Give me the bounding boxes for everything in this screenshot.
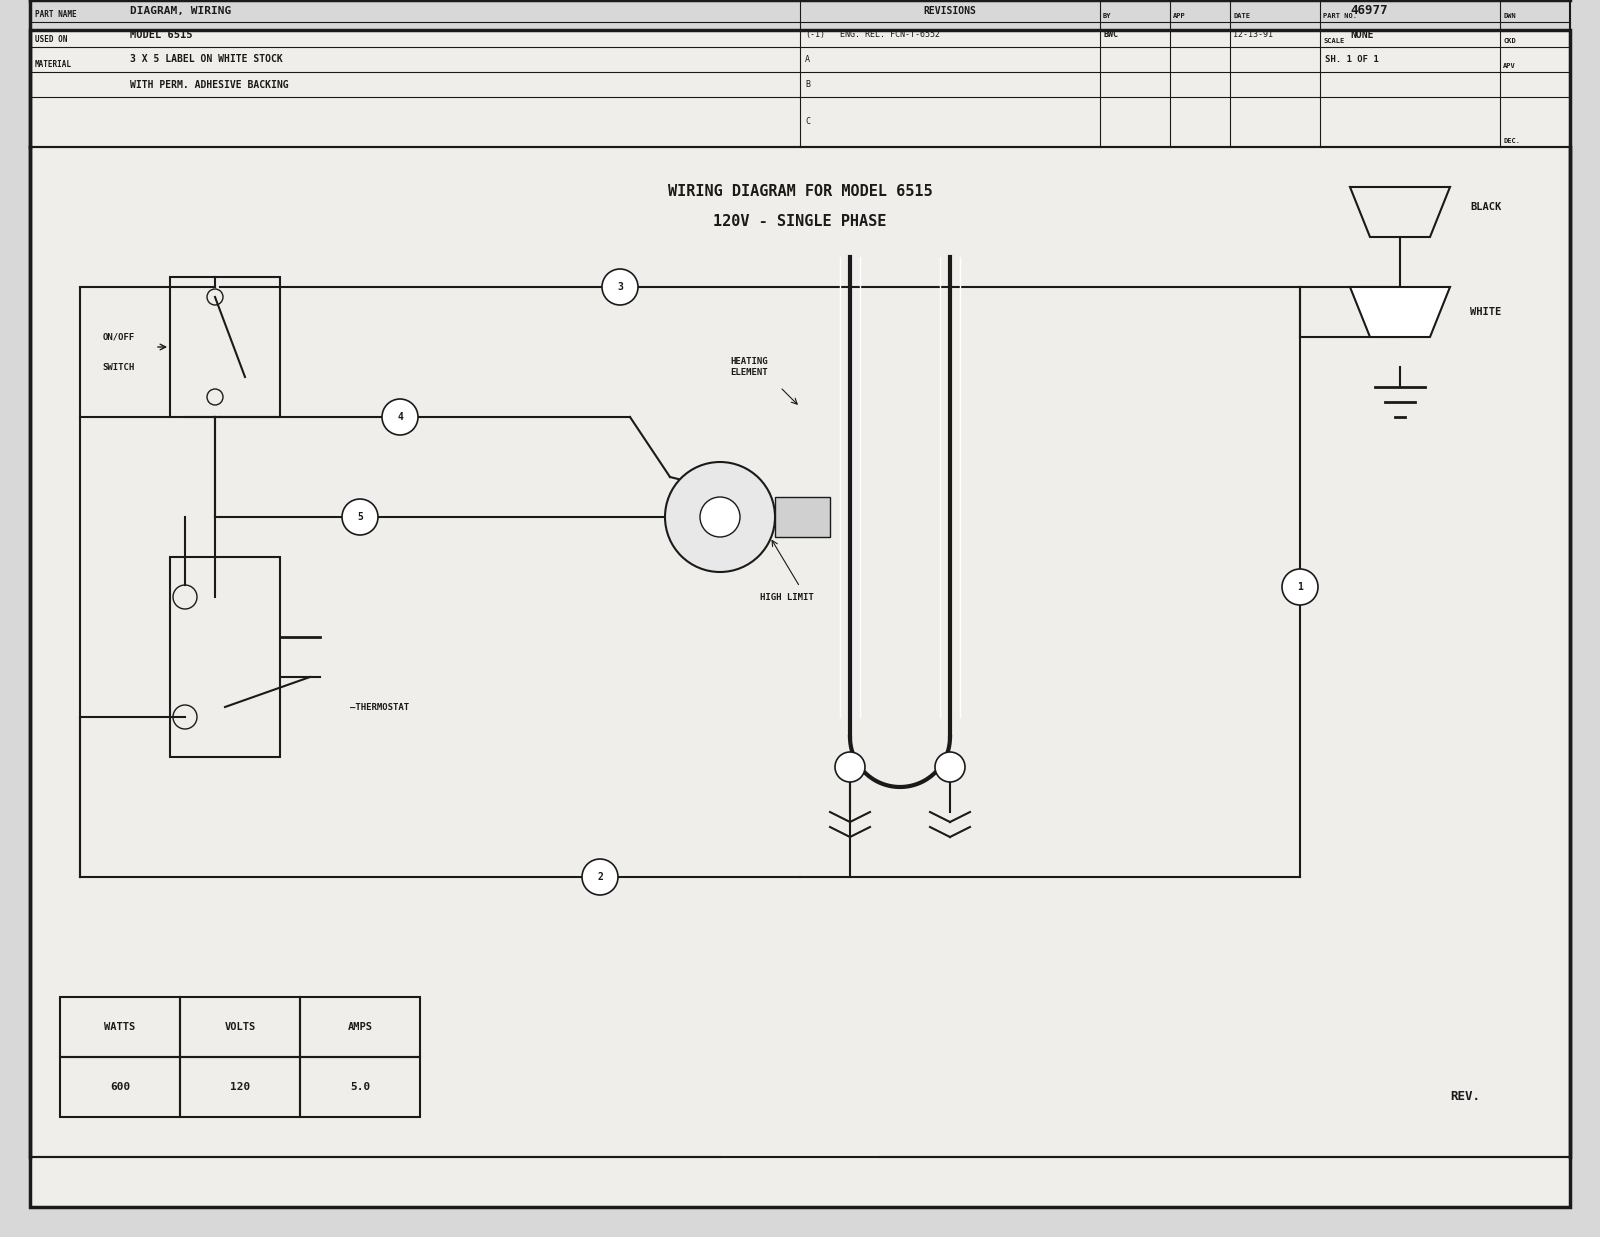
Text: REV.: REV. — [1450, 1091, 1480, 1103]
Circle shape — [835, 752, 866, 782]
Polygon shape — [1350, 287, 1450, 336]
Text: HEATING
ELEMENT: HEATING ELEMENT — [730, 357, 768, 377]
Circle shape — [666, 461, 774, 571]
Text: AMPS: AMPS — [347, 1022, 373, 1032]
Bar — [170, 277, 280, 417]
Text: PART NAME: PART NAME — [35, 10, 77, 19]
Text: 600: 600 — [110, 1082, 130, 1092]
Circle shape — [342, 499, 378, 534]
Text: SCALE: SCALE — [1323, 38, 1344, 45]
Text: B: B — [805, 80, 810, 89]
Text: 3: 3 — [618, 282, 622, 292]
Text: DIAGRAM, WIRING: DIAGRAM, WIRING — [130, 6, 232, 16]
Bar — [170, 557, 280, 757]
Bar — [301, 1056, 421, 1117]
Text: WHITE: WHITE — [1470, 307, 1501, 317]
Text: C: C — [805, 118, 810, 126]
Text: 5: 5 — [357, 512, 363, 522]
Text: 2: 2 — [597, 872, 603, 882]
Text: WATTS: WATTS — [104, 1022, 136, 1032]
Text: DWN: DWN — [1502, 14, 1515, 19]
Text: DATE: DATE — [1234, 14, 1250, 19]
Text: CKD: CKD — [1502, 38, 1515, 45]
Bar — [181, 1056, 301, 1117]
Text: APV: APV — [1502, 63, 1515, 69]
Text: 3 X 5 LABEL ON WHITE STOCK: 3 X 5 LABEL ON WHITE STOCK — [130, 54, 283, 64]
Text: MODEL 6515: MODEL 6515 — [130, 30, 192, 40]
Text: 4: 4 — [397, 412, 403, 422]
Text: BY: BY — [1102, 14, 1112, 19]
Text: REVISIONS: REVISIONS — [923, 6, 976, 16]
Text: 46977: 46977 — [1350, 5, 1387, 17]
Text: PART NO.: PART NO. — [1323, 14, 1357, 19]
Text: BWC: BWC — [1102, 30, 1118, 40]
Bar — [181, 997, 301, 1056]
Text: 1: 1 — [1298, 581, 1302, 593]
Text: ENG. REL. FCN-T-6552: ENG. REL. FCN-T-6552 — [840, 30, 941, 40]
Text: —THERMOSTAT: —THERMOSTAT — [350, 703, 410, 711]
Text: HIGH LIMIT: HIGH LIMIT — [760, 593, 814, 601]
Text: MATERIAL: MATERIAL — [35, 61, 72, 69]
Text: (-1): (-1) — [805, 30, 826, 40]
Circle shape — [582, 858, 618, 896]
Circle shape — [382, 400, 418, 435]
Text: APP: APP — [1173, 14, 1186, 19]
Bar — [301, 997, 421, 1056]
Text: 5.0: 5.0 — [350, 1082, 370, 1092]
Text: 120: 120 — [230, 1082, 250, 1092]
Text: A: A — [805, 54, 810, 64]
Polygon shape — [774, 497, 830, 537]
Bar — [61, 1056, 181, 1117]
Text: 120V - SINGLE PHASE: 120V - SINGLE PHASE — [714, 214, 886, 230]
Text: SWITCH: SWITCH — [102, 362, 134, 371]
Text: NONE: NONE — [1350, 30, 1373, 40]
Text: VOLTS: VOLTS — [224, 1022, 256, 1032]
Text: WIRING DIAGRAM FOR MODEL 6515: WIRING DIAGRAM FOR MODEL 6515 — [667, 184, 933, 199]
Text: WITH PERM. ADHESIVE BACKING: WITH PERM. ADHESIVE BACKING — [130, 79, 288, 89]
Bar — [61, 997, 181, 1056]
Text: SH. 1 OF 1: SH. 1 OF 1 — [1325, 54, 1379, 64]
Circle shape — [1282, 569, 1318, 605]
Text: ON/OFF: ON/OFF — [102, 333, 134, 341]
Text: BLACK: BLACK — [1470, 202, 1501, 212]
Circle shape — [602, 268, 638, 306]
Circle shape — [934, 752, 965, 782]
Text: USED ON: USED ON — [35, 35, 67, 45]
Circle shape — [701, 497, 741, 537]
Text: 12-13-91: 12-13-91 — [1234, 30, 1274, 40]
Text: DEC.: DEC. — [1502, 139, 1520, 143]
